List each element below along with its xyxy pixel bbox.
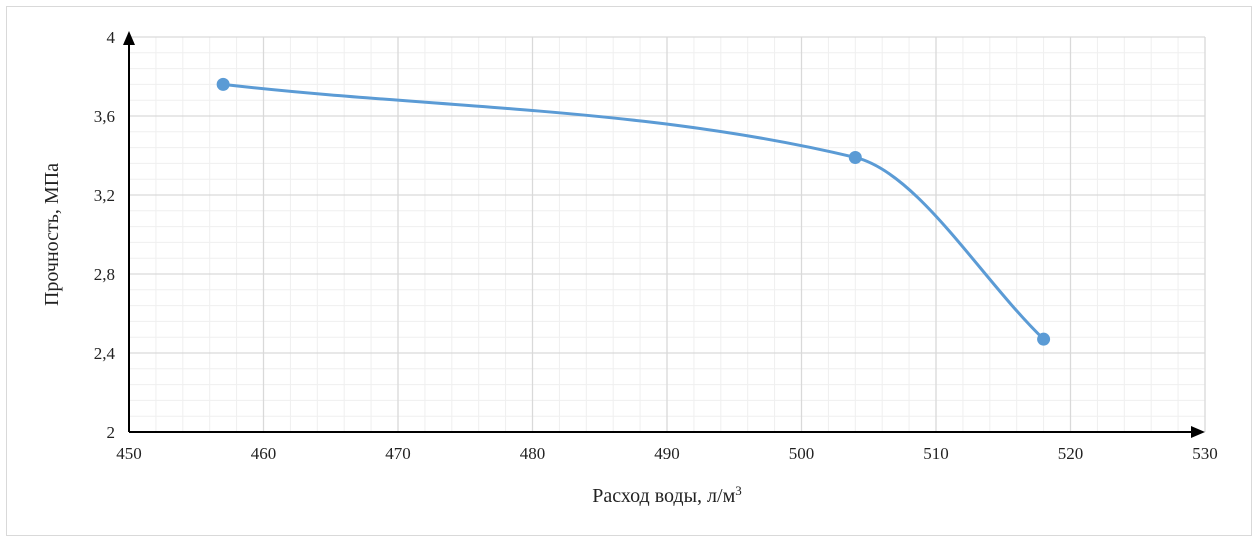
x-axis-arrowhead (1191, 426, 1205, 438)
y-tick-label: 4 (107, 28, 116, 47)
x-tick-label: 480 (520, 444, 546, 463)
y-tick-label: 2 (107, 423, 116, 442)
x-tick-label: 490 (654, 444, 680, 463)
y-tick-label: 3,6 (94, 107, 115, 126)
x-axis-title-text: Расход воды, л/м (592, 485, 735, 507)
x-axis-title-superscript: 3 (735, 483, 742, 498)
x-tick-label: 510 (923, 444, 949, 463)
y-tick-label: 2,4 (94, 344, 116, 363)
series-layer (216, 77, 1051, 346)
x-tick-label: 520 (1058, 444, 1084, 463)
data-point (848, 150, 862, 164)
x-tick-label: 500 (789, 444, 815, 463)
y-axis-arrowhead (123, 31, 135, 45)
x-axis-title: Расход воды, л/м3 (592, 483, 742, 508)
x-tick-label: 530 (1192, 444, 1218, 463)
data-point (216, 77, 230, 91)
tick-labels: 450 460 470 480 490 500 510 520 530 2 2,4 2,8 3,2 3,6… (94, 28, 1218, 463)
series-line (222, 82, 1045, 341)
chart-frame (6, 6, 1252, 536)
data-point (1037, 332, 1051, 346)
y-axis-title: Прочность, МПа (41, 163, 63, 306)
x-tick-label: 470 (385, 444, 411, 463)
grid-major (129, 36, 1206, 432)
axes-layer (123, 31, 1205, 438)
y-tick-label: 2,8 (94, 265, 115, 284)
y-tick-label: 3,2 (94, 186, 115, 205)
x-tick-label: 460 (251, 444, 277, 463)
x-tick-label: 450 (116, 444, 142, 463)
